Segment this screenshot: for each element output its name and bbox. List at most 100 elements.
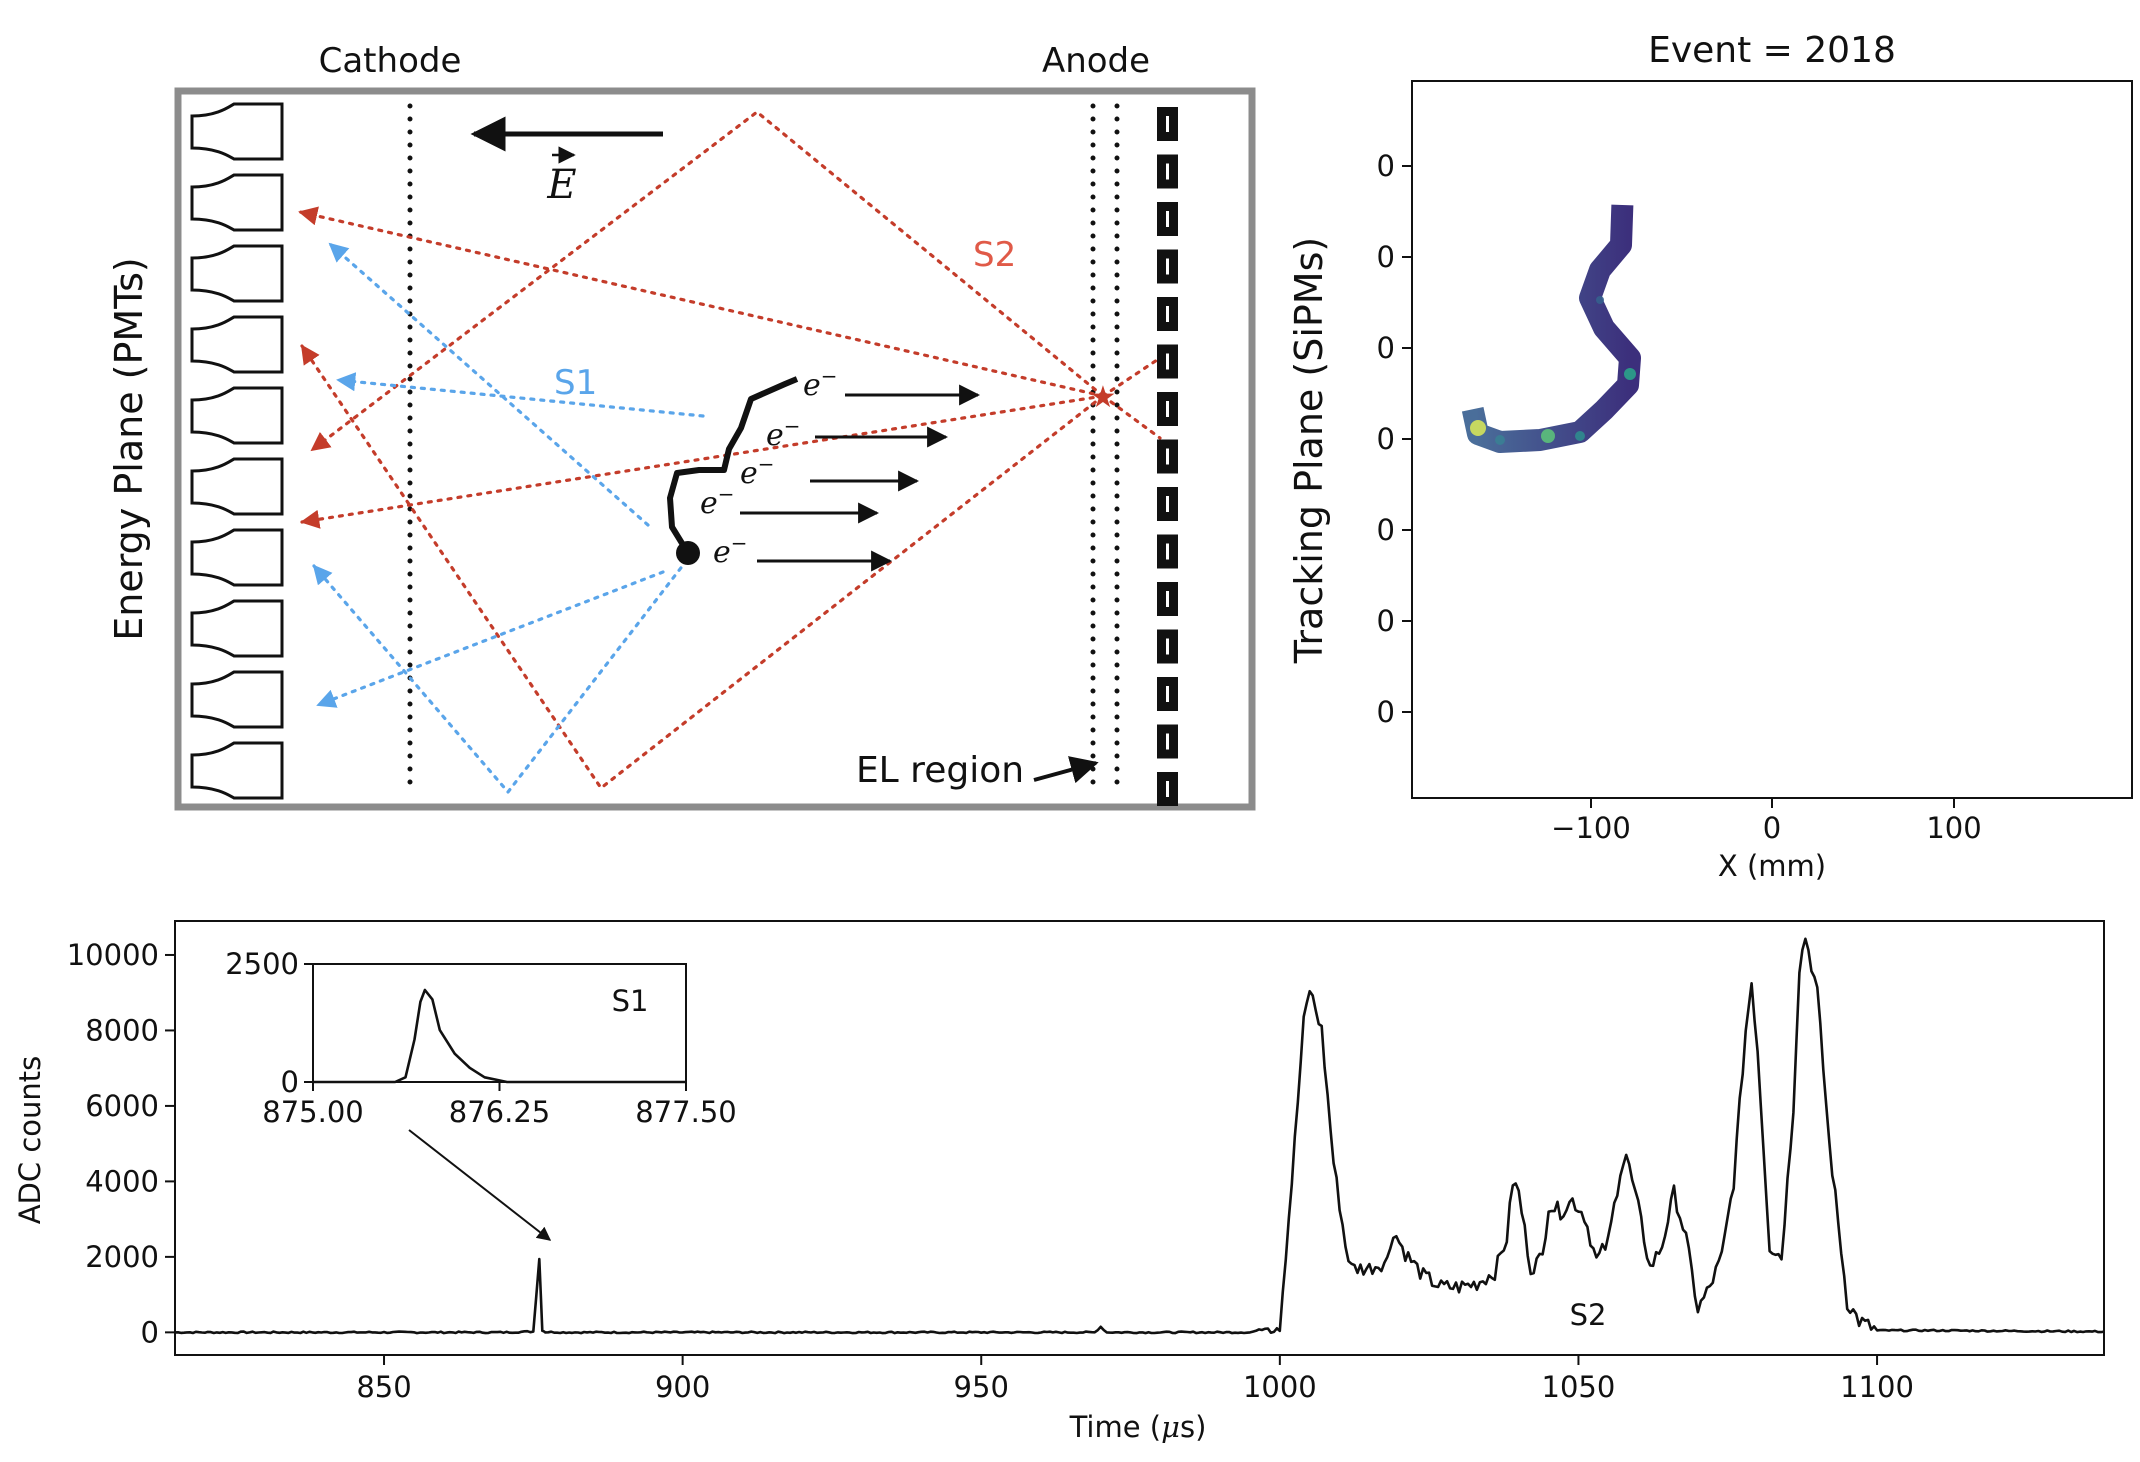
tracking-plot: Event = 2018 Tracking Plane (SiPMs) X (m… — [1287, 30, 2133, 883]
tracking-ytick-label: 0 — [1377, 513, 1395, 547]
electron-track — [667, 376, 799, 555]
waveform-ytick-label: 2000 — [85, 1240, 159, 1274]
waveform-xtick-label: 900 — [655, 1370, 710, 1404]
tracking-xtick-label: 0 — [1763, 811, 1781, 845]
pmt-icon — [190, 244, 284, 303]
inset-ytick-label: 2500 — [225, 947, 299, 981]
sipm-array — [1157, 107, 1178, 806]
waveform-xtick-label: 1100 — [1840, 1370, 1914, 1404]
s1-rays — [312, 242, 705, 795]
electron-label: e− — [803, 364, 838, 403]
waveform-ytick-label: 10000 — [67, 938, 159, 972]
sipm-window — [1166, 353, 1169, 370]
tracking-xtick-label: −100 — [1551, 811, 1631, 845]
inset-series-line — [313, 988, 686, 1084]
tracking-ytick-label: 0 — [1377, 331, 1395, 365]
mu-symbol: μ — [1161, 1410, 1180, 1444]
waveform-xtick-label: 1000 — [1243, 1370, 1317, 1404]
tracking-ytick-label: 0 — [1377, 604, 1395, 638]
detector-frame — [174, 87, 1256, 811]
waveform-xtick-label: 850 — [356, 1370, 411, 1404]
electron-label: e− — [740, 452, 775, 491]
waveform-xtick-label: 1050 — [1542, 1370, 1616, 1404]
sipm-window — [1166, 211, 1169, 227]
tracking-ylabel: Tracking Plane (SiPMs) — [1287, 237, 1331, 664]
sipm-window — [1166, 781, 1169, 797]
track-hotspot — [1470, 420, 1486, 436]
sipm-window — [1166, 448, 1169, 465]
electron-label: e− — [766, 414, 801, 453]
waveform-ylabel: ADC counts — [13, 1056, 47, 1225]
sipm-window — [1166, 306, 1169, 322]
tracking-ytick-label: 0 — [1377, 695, 1395, 729]
inset-ytick-label: 0 — [281, 1065, 299, 1099]
s2-ray-marker: ★ — [1090, 380, 1117, 415]
sipm-window — [1166, 591, 1169, 607]
waveform-ytick-label: 0 — [141, 1315, 159, 1349]
sipm-window — [1166, 686, 1169, 702]
cathode-label: Cathode — [319, 41, 462, 81]
waveform-axes — [174, 920, 2105, 1356]
pmt-array — [190, 102, 284, 800]
pmt-icon — [190, 528, 284, 587]
sipm-window — [1166, 163, 1169, 180]
electron-label: e− — [700, 482, 735, 521]
tracking-ytick-label: 0 — [1377, 240, 1395, 274]
track-origin — [676, 541, 700, 565]
el-region-arrow — [1033, 756, 1099, 784]
sipm-window — [1166, 258, 1169, 275]
el-region-label: EL region — [856, 750, 1024, 791]
track-hotspot — [1596, 296, 1604, 304]
waveform-ticks: 850 900 950 1000 1050 1100 0 2000 4000 6000 8000 10… — [67, 938, 1914, 1404]
detector-schematic: Cathode Anode Energy Plane (PMTs) E ★ S2 — [107, 41, 1256, 811]
waveform-ytick-label: 8000 — [85, 1013, 159, 1047]
energy-plane-label: Energy Plane (PMTs) — [107, 257, 151, 641]
waveform-xtick-label: 950 — [954, 1370, 1009, 1404]
electron-label: e− — [713, 531, 748, 570]
pmt-icon — [190, 670, 284, 729]
tracking-ytick-label: 0 — [1377, 422, 1395, 456]
tracking-xtick-label: 100 — [1926, 811, 1981, 845]
sipm-window — [1166, 401, 1169, 417]
waveform-series-line — [174, 937, 2105, 1335]
inset-xtick-label: 875.00 — [262, 1095, 363, 1129]
track-hotspot — [1495, 435, 1505, 445]
inset-axes — [312, 963, 687, 1083]
sipm-window — [1166, 116, 1169, 132]
sipm-window — [1166, 638, 1169, 655]
waveform-ytick-label: 4000 — [85, 1164, 159, 1198]
inset-s1-label: S1 — [612, 984, 649, 1018]
track-hotspot — [1575, 431, 1585, 441]
waveform-ytick-label: 6000 — [85, 1089, 159, 1123]
s2-rays — [298, 109, 1162, 791]
inset-ticks: 875.00 876.25 877.50 0 2500 — [225, 947, 737, 1129]
inset-xtick-label: 877.50 — [635, 1095, 736, 1129]
pmt-icon — [190, 386, 284, 445]
anode-label: Anode — [1042, 41, 1150, 81]
waveform-xlabel: Time (μs) — [1069, 1410, 1207, 1444]
pmt-icon — [190, 457, 284, 516]
sipm-window — [1166, 733, 1169, 750]
s1-schematic-label: S1 — [554, 363, 597, 403]
pmt-icon — [190, 741, 284, 800]
s1-pointer-arrow — [408, 1129, 552, 1241]
pmt-icon — [190, 315, 284, 374]
drift-electrons: e−e−e−e−e− — [700, 364, 981, 572]
waveform-plot: ADC counts Time (μs) 850 900 950 1000 1050 11… — [13, 920, 2105, 1444]
track-hotspot — [1624, 368, 1636, 380]
tracking-title: Event = 2018 — [1648, 30, 1896, 71]
sipm-window — [1166, 496, 1169, 512]
field-symbol: E — [546, 162, 576, 208]
s2-waveform-label: S2 — [1570, 1298, 1607, 1332]
tracking-ytick-label: 0 — [1377, 149, 1395, 183]
pmt-icon — [190, 599, 284, 658]
track-heatmap — [1461, 204, 1641, 453]
tracking-ticks: −100 0 100 0 0 0 0 0 0 0 — [1377, 149, 1982, 845]
s2-schematic-label: S2 — [973, 235, 1016, 275]
tracking-xlabel: X (mm) — [1718, 849, 1826, 883]
pmt-icon — [190, 102, 284, 161]
sipm-window — [1166, 543, 1169, 560]
inset-xtick-label: 876.25 — [449, 1095, 550, 1129]
track-hotspot — [1541, 429, 1555, 443]
